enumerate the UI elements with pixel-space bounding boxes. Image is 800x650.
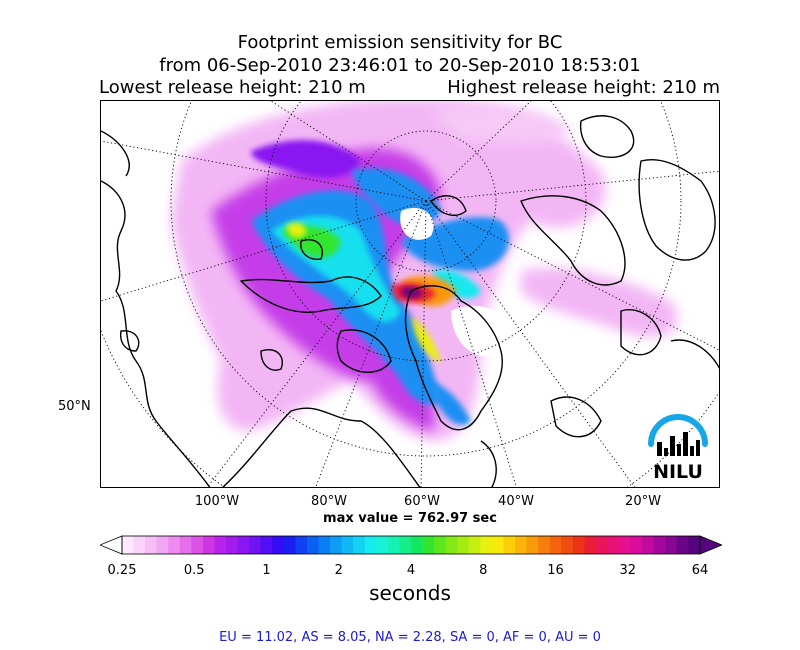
colorbar-cell: [503, 536, 516, 554]
colorbar-cell: [249, 536, 262, 554]
colorbar-cell: [480, 536, 493, 554]
x-tick-label: 80°W: [311, 494, 347, 509]
greenland-interior: [451, 305, 508, 356]
colorbar-cell: [260, 536, 273, 554]
colorbar-cell: [653, 536, 666, 554]
highest-release-height: Highest release height: 210 m: [447, 77, 720, 98]
map-canvas: [101, 101, 719, 487]
chart-title-line-2: from 06-Sep-2010 23:46:01 to 20-Sep-2010…: [159, 55, 641, 76]
colorbar-cell: [399, 536, 412, 554]
colorbar-tick-label: 2: [334, 563, 343, 578]
colorbar-cell: [630, 536, 643, 554]
colorbar-cell: [561, 536, 574, 554]
x-tick-label: 20°W: [625, 494, 661, 509]
colorbar-cell: [341, 536, 354, 554]
colorbar-cell: [549, 536, 562, 554]
x-tick-label: 100°W: [194, 494, 240, 509]
x-tick-label: 40°W: [498, 494, 534, 509]
colorbar-cell: [376, 536, 389, 554]
colorbar-cell: [168, 536, 181, 554]
source-region-fractions: EU = 11.02, AS = 8.05, NA = 2.28, SA = 0…: [219, 630, 601, 645]
colorbar-cell: [387, 536, 401, 554]
colorbar-cell: [688, 536, 701, 554]
colorbar-cell: [156, 536, 169, 554]
colorbar: [100, 535, 722, 555]
colorbar-cell: [595, 536, 609, 554]
colorbar-cell: [191, 536, 204, 554]
colorbar-min-extension: [100, 535, 123, 555]
colorbar-cell: [607, 536, 620, 554]
chart-title-line-1: Footprint emission sensitivity for BC: [237, 32, 563, 53]
colorbar-cell: [145, 536, 158, 554]
colorbar-cell: [353, 536, 366, 554]
lowest-release-height: Lowest release height: 210 m: [99, 77, 366, 98]
sensitivity-field: [171, 101, 678, 441]
colorbar-cell: [411, 536, 424, 554]
coastlines: [101, 115, 719, 487]
nilu-logo: NILU: [648, 414, 708, 482]
colorbar-cell: [364, 536, 377, 554]
colorbar-tick-label: 0.25: [107, 563, 137, 578]
colorbar-cell: [295, 536, 308, 554]
colorbar-cell: [665, 536, 678, 554]
colorbar-tick-label: 64: [691, 563, 709, 578]
colorbar-cell: [538, 536, 551, 554]
colorbar-cell: [526, 536, 539, 554]
colorbar-cell: [237, 536, 250, 554]
colorbar-cell: [202, 536, 216, 554]
colorbar-cell: [272, 536, 285, 554]
x-tick-label: 60°W: [404, 494, 440, 509]
colorbar-cell: [619, 536, 632, 554]
colorbar-cell: [283, 536, 296, 554]
colorbar-tick-label: 4: [406, 563, 416, 578]
colorbar-cell: [468, 536, 481, 554]
graticule: [101, 101, 719, 487]
colorbar-cell: [122, 536, 135, 554]
colorbar-cell: [445, 536, 458, 554]
colorbar-tick-label: 16: [547, 563, 564, 578]
colorbar-cell: [491, 536, 505, 554]
colorbar-label: seconds: [369, 581, 451, 605]
colorbar-tick-label: 1: [262, 563, 271, 578]
colorbar-cell: [330, 536, 343, 554]
colorbar-cell: [306, 536, 320, 554]
colorbar-cell: [214, 536, 227, 554]
nilu-logo-text: NILU: [653, 461, 703, 482]
y-tick-label: 50°N: [58, 399, 91, 414]
colorbar-cell: [642, 536, 655, 554]
colorbar-tick-label: 8: [479, 563, 488, 578]
colorbar-cell: [584, 536, 597, 554]
colorbar-cell: [318, 536, 331, 554]
colorbar-cell: [179, 536, 192, 554]
colorbar-cell: [434, 536, 447, 554]
colorbar-cell: [572, 536, 585, 554]
colorbar-tick-label: 32: [619, 563, 637, 578]
colorbar-max-extension: [699, 535, 722, 555]
colorbar-cell: [676, 536, 690, 554]
footprint-map: [100, 100, 720, 488]
colorbar-cell: [515, 536, 528, 554]
max-value-annotation: max value = 762.97 sec: [323, 511, 497, 526]
colorbar-cell: [226, 536, 239, 554]
colorbar-cell: [422, 536, 435, 554]
colorbar-cell: [457, 536, 470, 554]
colorbar-cell: [133, 536, 146, 554]
colorbar-tick-label: 0.5: [183, 563, 205, 578]
